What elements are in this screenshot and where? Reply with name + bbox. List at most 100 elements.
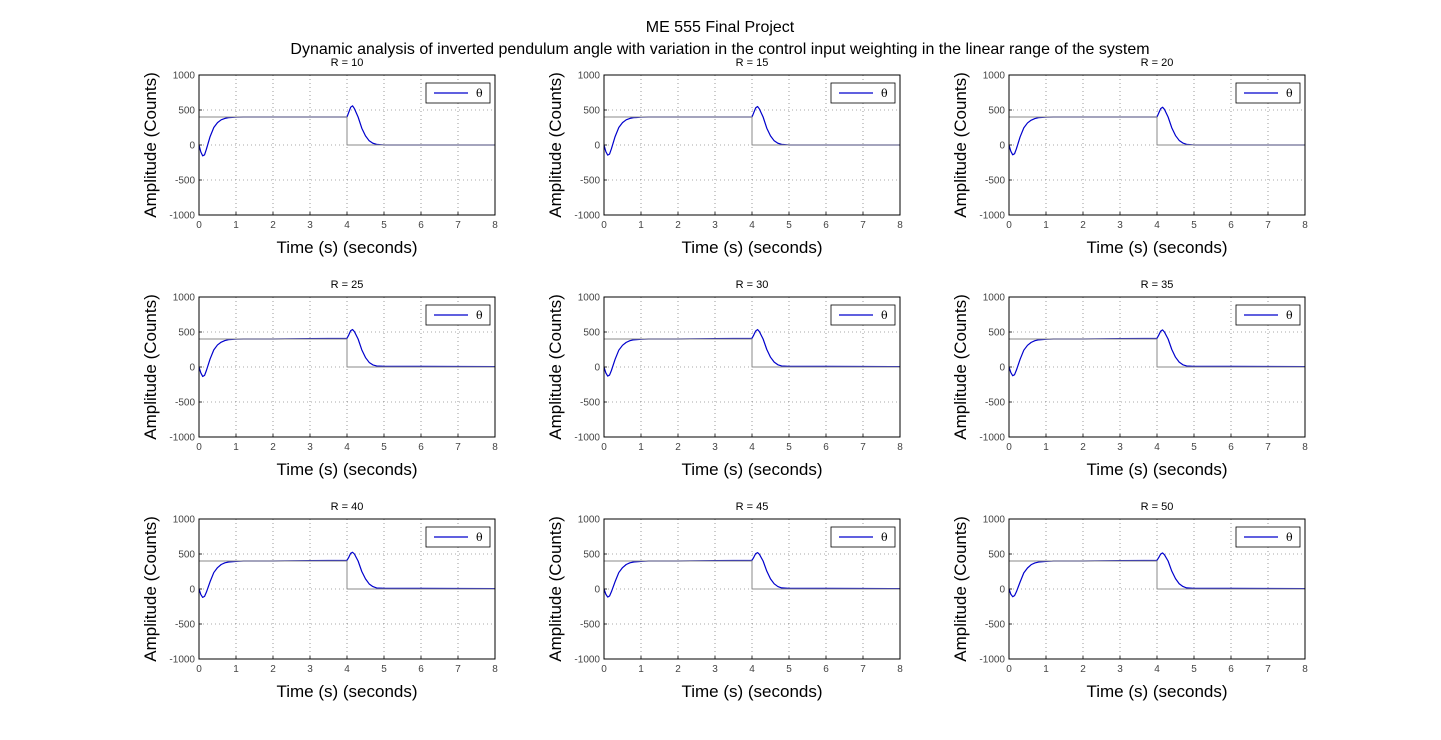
y-tick-label: 1000 (173, 515, 196, 526)
legend: θ (831, 305, 895, 325)
y-tick-label: 1000 (983, 293, 1006, 304)
x-axis-label: Time (s) (seconds) (276, 238, 417, 257)
x-tick-label: 3 (307, 664, 313, 675)
x-tick-label: 8 (1302, 442, 1308, 453)
legend: θ (1236, 83, 1300, 103)
y-tick-label: -1000 (169, 211, 195, 222)
x-tick-label: 3 (307, 442, 313, 453)
x-tick-label: 3 (712, 442, 718, 453)
subplot-title: R = 35 (1141, 279, 1174, 291)
x-tick-label: 3 (712, 220, 718, 231)
y-tick-label: 500 (178, 106, 195, 117)
y-tick-label: -1000 (574, 433, 600, 444)
y-tick-label: 0 (999, 585, 1005, 596)
x-tick-label: 5 (786, 664, 792, 675)
subplot-title: R = 15 (736, 57, 769, 69)
x-tick-label: 5 (1191, 664, 1197, 675)
x-tick-label: 5 (786, 442, 792, 453)
y-tick-label: 500 (178, 328, 195, 339)
y-tick-label: -500 (175, 620, 195, 631)
subplot-title: R = 50 (1141, 501, 1174, 513)
y-tick-label: 0 (189, 585, 195, 596)
x-tick-label: 2 (1080, 442, 1086, 453)
x-tick-label: 1 (638, 220, 644, 231)
y-tick-label: -1000 (979, 655, 1005, 666)
x-tick-label: 2 (1080, 664, 1086, 675)
x-tick-label: 6 (1228, 220, 1234, 231)
y-tick-label: -1000 (169, 655, 195, 666)
x-axis-label: Time (s) (seconds) (681, 460, 822, 479)
x-tick-label: 2 (270, 442, 276, 453)
subplot: 0 1 2 3 4 5 6 7 8-1000-50005001000R = 20Time (s)… (951, 57, 1308, 257)
legend: θ (1236, 527, 1300, 547)
x-tick-label: 5 (381, 442, 387, 453)
legend: θ (426, 83, 490, 103)
y-tick-label: 1000 (173, 71, 196, 82)
x-tick-label: 2 (270, 664, 276, 675)
x-tick-label: 0 (196, 664, 202, 675)
x-tick-label: 6 (418, 442, 424, 453)
y-tick-label: -500 (985, 620, 1005, 631)
y-tick-label: 1000 (173, 293, 196, 304)
y-tick-label: 0 (189, 141, 195, 152)
y-tick-label: 500 (583, 106, 600, 117)
x-tick-label: 4 (1154, 220, 1160, 231)
x-axis-label: Time (s) (seconds) (1086, 682, 1227, 701)
y-axis-label: Amplitude (Counts) (951, 516, 970, 662)
subplot-title: R = 25 (331, 279, 364, 291)
y-axis-label: Amplitude (Counts) (141, 516, 160, 662)
x-tick-label: 3 (1117, 220, 1123, 231)
x-tick-label: 3 (307, 220, 313, 231)
x-axis-label: Time (s) (seconds) (276, 682, 417, 701)
x-tick-label: 1 (1043, 664, 1049, 675)
x-tick-label: 4 (344, 442, 350, 453)
y-axis-label: Amplitude (Counts) (546, 72, 565, 218)
x-tick-label: 7 (455, 220, 461, 231)
x-axis-label: Time (s) (seconds) (1086, 238, 1227, 257)
y-axis-label: Amplitude (Counts) (141, 294, 160, 440)
x-tick-label: 5 (381, 664, 387, 675)
subplot: 0 1 2 3 4 5 6 7 8 -1000 -500 0 500 1000 R = 40 Time (s)… (141, 501, 498, 701)
x-tick-label: 5 (786, 220, 792, 231)
y-tick-label: 0 (594, 585, 600, 596)
subplot-title: R = 45 (736, 501, 769, 513)
y-tick-label: 500 (988, 550, 1005, 561)
x-tick-label: 8 (1302, 220, 1308, 231)
x-tick-label: 5 (381, 220, 387, 231)
y-tick-label: 1000 (578, 293, 601, 304)
x-tick-label: 0 (601, 220, 607, 231)
legend-label: θ (476, 531, 483, 544)
legend-label: θ (881, 531, 888, 544)
x-tick-label: 2 (270, 220, 276, 231)
x-tick-label: 1 (638, 442, 644, 453)
subplot: 0 1 2 3 4 5 6 7 8-1000-50005001000R = 10Time (s)… (141, 57, 498, 257)
y-tick-label: 0 (999, 363, 1005, 374)
y-tick-label: 1000 (983, 71, 1006, 82)
x-tick-label: 8 (492, 664, 498, 675)
x-axis-label: Time (s) (seconds) (1086, 460, 1227, 479)
x-tick-label: 1 (233, 664, 239, 675)
x-tick-label: 4 (1154, 442, 1160, 453)
x-tick-label: 8 (897, 220, 903, 231)
legend-label: θ (476, 87, 483, 100)
x-tick-label: 8 (897, 664, 903, 675)
x-tick-label: 7 (1265, 220, 1271, 231)
x-tick-label: 5 (1191, 220, 1197, 231)
x-axis-label: Time (s) (seconds) (276, 460, 417, 479)
x-tick-label: 7 (1265, 664, 1271, 675)
figure-title-line1: ME 555 Final Project (646, 19, 795, 36)
y-tick-label: -500 (580, 176, 600, 187)
x-axis-label: Time (s) (seconds) (681, 238, 822, 257)
legend-label: θ (1286, 87, 1293, 100)
subplot-title: R = 20 (1141, 57, 1174, 69)
legend: θ (426, 305, 490, 325)
x-tick-label: 7 (1265, 442, 1271, 453)
x-tick-label: 6 (823, 442, 829, 453)
legend-label: θ (476, 309, 483, 322)
x-tick-label: 7 (860, 220, 866, 231)
x-tick-label: 2 (675, 220, 681, 231)
x-tick-label: 5 (1191, 442, 1197, 453)
y-tick-label: 0 (189, 363, 195, 374)
legend-label: θ (1286, 309, 1293, 322)
